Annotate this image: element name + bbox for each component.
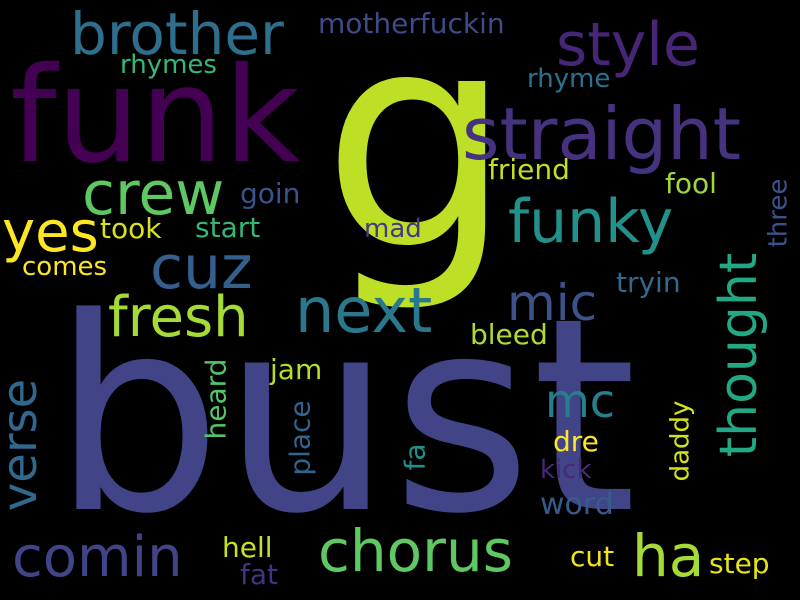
word-word: word [540,487,614,522]
word-straight: straight [462,92,742,176]
word-jam: jam [270,353,323,386]
word-bust: bust [52,261,637,573]
word-daddy: daddy [665,400,696,482]
word-comes: comes [22,252,108,282]
word-funky: funky [508,187,674,257]
word-fool: fool [665,167,717,200]
word-style: style [556,10,700,80]
word-hell: hell [222,531,273,564]
word-tryin: tryin [616,266,681,299]
word-motherfuckin: motherfuckin [318,7,505,40]
word-three: three [763,178,794,248]
word-rhyme: rhyme [527,64,611,94]
word-chorus: chorus [318,517,513,585]
word-mc: mc [545,374,616,428]
word-ha: ha [632,522,705,590]
word-place: place [283,400,317,476]
word-yes: yes [2,200,99,265]
word-took: took [100,212,162,245]
word-comin: comin [12,525,183,590]
word-friend: friend [488,153,570,186]
word-step: step [709,547,770,580]
word-cut: cut [570,540,615,573]
word-brother: brother [70,0,284,68]
word-mad: mad [364,214,422,244]
word-thought: thought [709,252,770,458]
word-rhymes: rhymes [120,50,217,80]
word-funk: funk [10,39,301,193]
word-g: g [322,0,513,316]
word-cuz: cuz [150,233,253,303]
word-heard: heard [199,358,233,440]
word-fa: fa [398,443,432,471]
word-start: start [195,211,261,244]
word-kick: kick [540,455,592,485]
word-goin: goin [240,177,301,210]
word-crew: crew [82,159,225,229]
word-fat: fat [240,558,278,591]
word-bleed: bleed [470,318,548,351]
word-dre: dre [553,425,599,458]
word-verse: verse [0,378,49,512]
word-next: next [295,274,433,347]
word-mic: mic [507,274,598,332]
word-fresh: fresh [108,285,249,350]
